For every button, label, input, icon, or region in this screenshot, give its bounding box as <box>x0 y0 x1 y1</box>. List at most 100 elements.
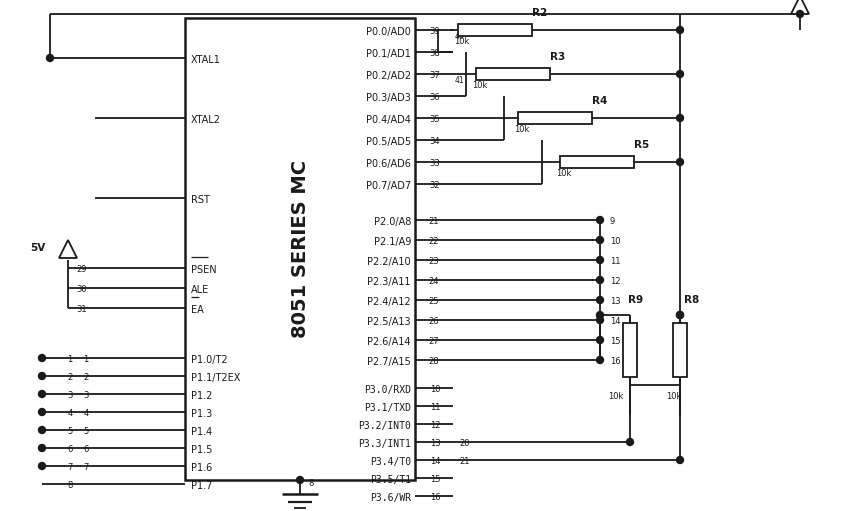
Text: 28: 28 <box>428 357 440 366</box>
Circle shape <box>676 312 683 318</box>
Circle shape <box>596 217 603 223</box>
Text: 7: 7 <box>68 463 73 472</box>
Circle shape <box>38 462 45 470</box>
Circle shape <box>676 114 683 122</box>
Text: 12: 12 <box>610 277 621 286</box>
Text: P3.6/WR: P3.6/WR <box>370 493 411 503</box>
Text: 41: 41 <box>455 76 465 85</box>
Text: 10k: 10k <box>514 125 530 134</box>
Text: 27: 27 <box>428 337 440 346</box>
Text: 12: 12 <box>430 421 440 430</box>
Text: 5: 5 <box>68 427 73 436</box>
Text: 3: 3 <box>68 391 73 400</box>
Circle shape <box>596 357 603 363</box>
Text: P0.7/AD7: P0.7/AD7 <box>366 181 411 191</box>
Text: P2.2/A10: P2.2/A10 <box>368 257 411 267</box>
Text: 13: 13 <box>610 297 621 306</box>
Text: R2: R2 <box>532 8 547 18</box>
Circle shape <box>38 408 45 415</box>
Text: P3.2/INT0: P3.2/INT0 <box>358 421 411 431</box>
Bar <box>476 68 550 80</box>
Text: P0.1/AD1: P0.1/AD1 <box>366 49 411 59</box>
Text: 5: 5 <box>83 427 88 436</box>
Text: ALE: ALE <box>191 285 209 295</box>
Text: XTAL1: XTAL1 <box>191 55 221 65</box>
Circle shape <box>47 55 54 61</box>
Bar <box>623 323 637 377</box>
Bar <box>518 112 592 124</box>
Circle shape <box>596 312 603 318</box>
Circle shape <box>38 390 45 398</box>
Text: 8: 8 <box>308 479 313 488</box>
Text: P1.4: P1.4 <box>191 427 212 437</box>
Text: P0.5/AD5: P0.5/AD5 <box>366 137 411 147</box>
Text: 16: 16 <box>610 357 621 366</box>
Text: 39: 39 <box>430 27 440 36</box>
Text: R4: R4 <box>592 96 608 106</box>
Circle shape <box>676 456 683 463</box>
Text: 11: 11 <box>610 257 621 266</box>
Text: 20: 20 <box>460 439 470 448</box>
Circle shape <box>676 71 683 78</box>
Circle shape <box>38 445 45 452</box>
Text: P0.0/AD0: P0.0/AD0 <box>366 27 411 37</box>
Text: P2.4/A12: P2.4/A12 <box>368 297 411 307</box>
Text: 31: 31 <box>76 305 87 314</box>
Text: 25: 25 <box>429 297 440 306</box>
Text: P1.5: P1.5 <box>191 445 212 455</box>
Text: P2.6/A14: P2.6/A14 <box>368 337 411 347</box>
Text: 9: 9 <box>610 217 616 226</box>
Text: 8051 SERIES MC: 8051 SERIES MC <box>290 160 310 338</box>
Circle shape <box>596 337 603 343</box>
Text: P0.6/AD6: P0.6/AD6 <box>366 159 411 169</box>
Text: 26: 26 <box>428 317 440 326</box>
Bar <box>560 156 634 168</box>
Text: 11: 11 <box>430 403 440 412</box>
Text: P2.3/A11: P2.3/A11 <box>368 277 411 287</box>
Text: 24: 24 <box>429 277 440 286</box>
Text: 16: 16 <box>430 493 440 502</box>
Text: P1.6: P1.6 <box>191 463 212 473</box>
Text: 22: 22 <box>429 237 440 246</box>
Bar <box>458 24 532 36</box>
Circle shape <box>676 27 683 34</box>
Text: 10k: 10k <box>472 81 487 90</box>
Text: P2.7/A15: P2.7/A15 <box>368 357 411 367</box>
Text: P0.3/AD3: P0.3/AD3 <box>366 93 411 103</box>
Text: 10: 10 <box>610 237 621 246</box>
Text: 32: 32 <box>430 181 440 190</box>
Text: 36: 36 <box>430 93 440 102</box>
Text: R9: R9 <box>628 295 643 305</box>
Text: 35: 35 <box>430 115 440 124</box>
Circle shape <box>596 237 603 244</box>
Text: P1.3: P1.3 <box>191 409 212 419</box>
Text: P1.7: P1.7 <box>191 481 212 491</box>
Text: 6: 6 <box>83 445 88 454</box>
Text: 10k: 10k <box>666 392 681 401</box>
Text: P2.5/A13: P2.5/A13 <box>368 317 411 327</box>
Text: P1.2: P1.2 <box>191 391 212 401</box>
Circle shape <box>596 276 603 284</box>
Text: 21: 21 <box>460 457 470 466</box>
Text: 8: 8 <box>68 481 73 490</box>
Text: 6: 6 <box>68 445 73 454</box>
Circle shape <box>38 373 45 380</box>
Text: 15: 15 <box>430 475 440 484</box>
Text: P0.2/AD2: P0.2/AD2 <box>366 71 411 81</box>
Text: 40: 40 <box>455 32 465 41</box>
Text: P3.0/RXD: P3.0/RXD <box>364 385 411 395</box>
Circle shape <box>676 312 683 318</box>
Circle shape <box>596 316 603 323</box>
Text: EA: EA <box>191 305 204 315</box>
Text: 37: 37 <box>430 71 440 80</box>
Text: PSEN: PSEN <box>191 265 217 275</box>
Text: P3.4/T0: P3.4/T0 <box>370 457 411 467</box>
Text: 10k: 10k <box>556 169 571 178</box>
Circle shape <box>627 438 634 446</box>
Circle shape <box>38 427 45 433</box>
Text: 4: 4 <box>83 409 88 418</box>
Text: R8: R8 <box>684 295 700 305</box>
Text: P2.1/A9: P2.1/A9 <box>374 237 411 247</box>
Text: 10: 10 <box>430 385 440 394</box>
Text: P1.0/T2: P1.0/T2 <box>191 355 228 365</box>
